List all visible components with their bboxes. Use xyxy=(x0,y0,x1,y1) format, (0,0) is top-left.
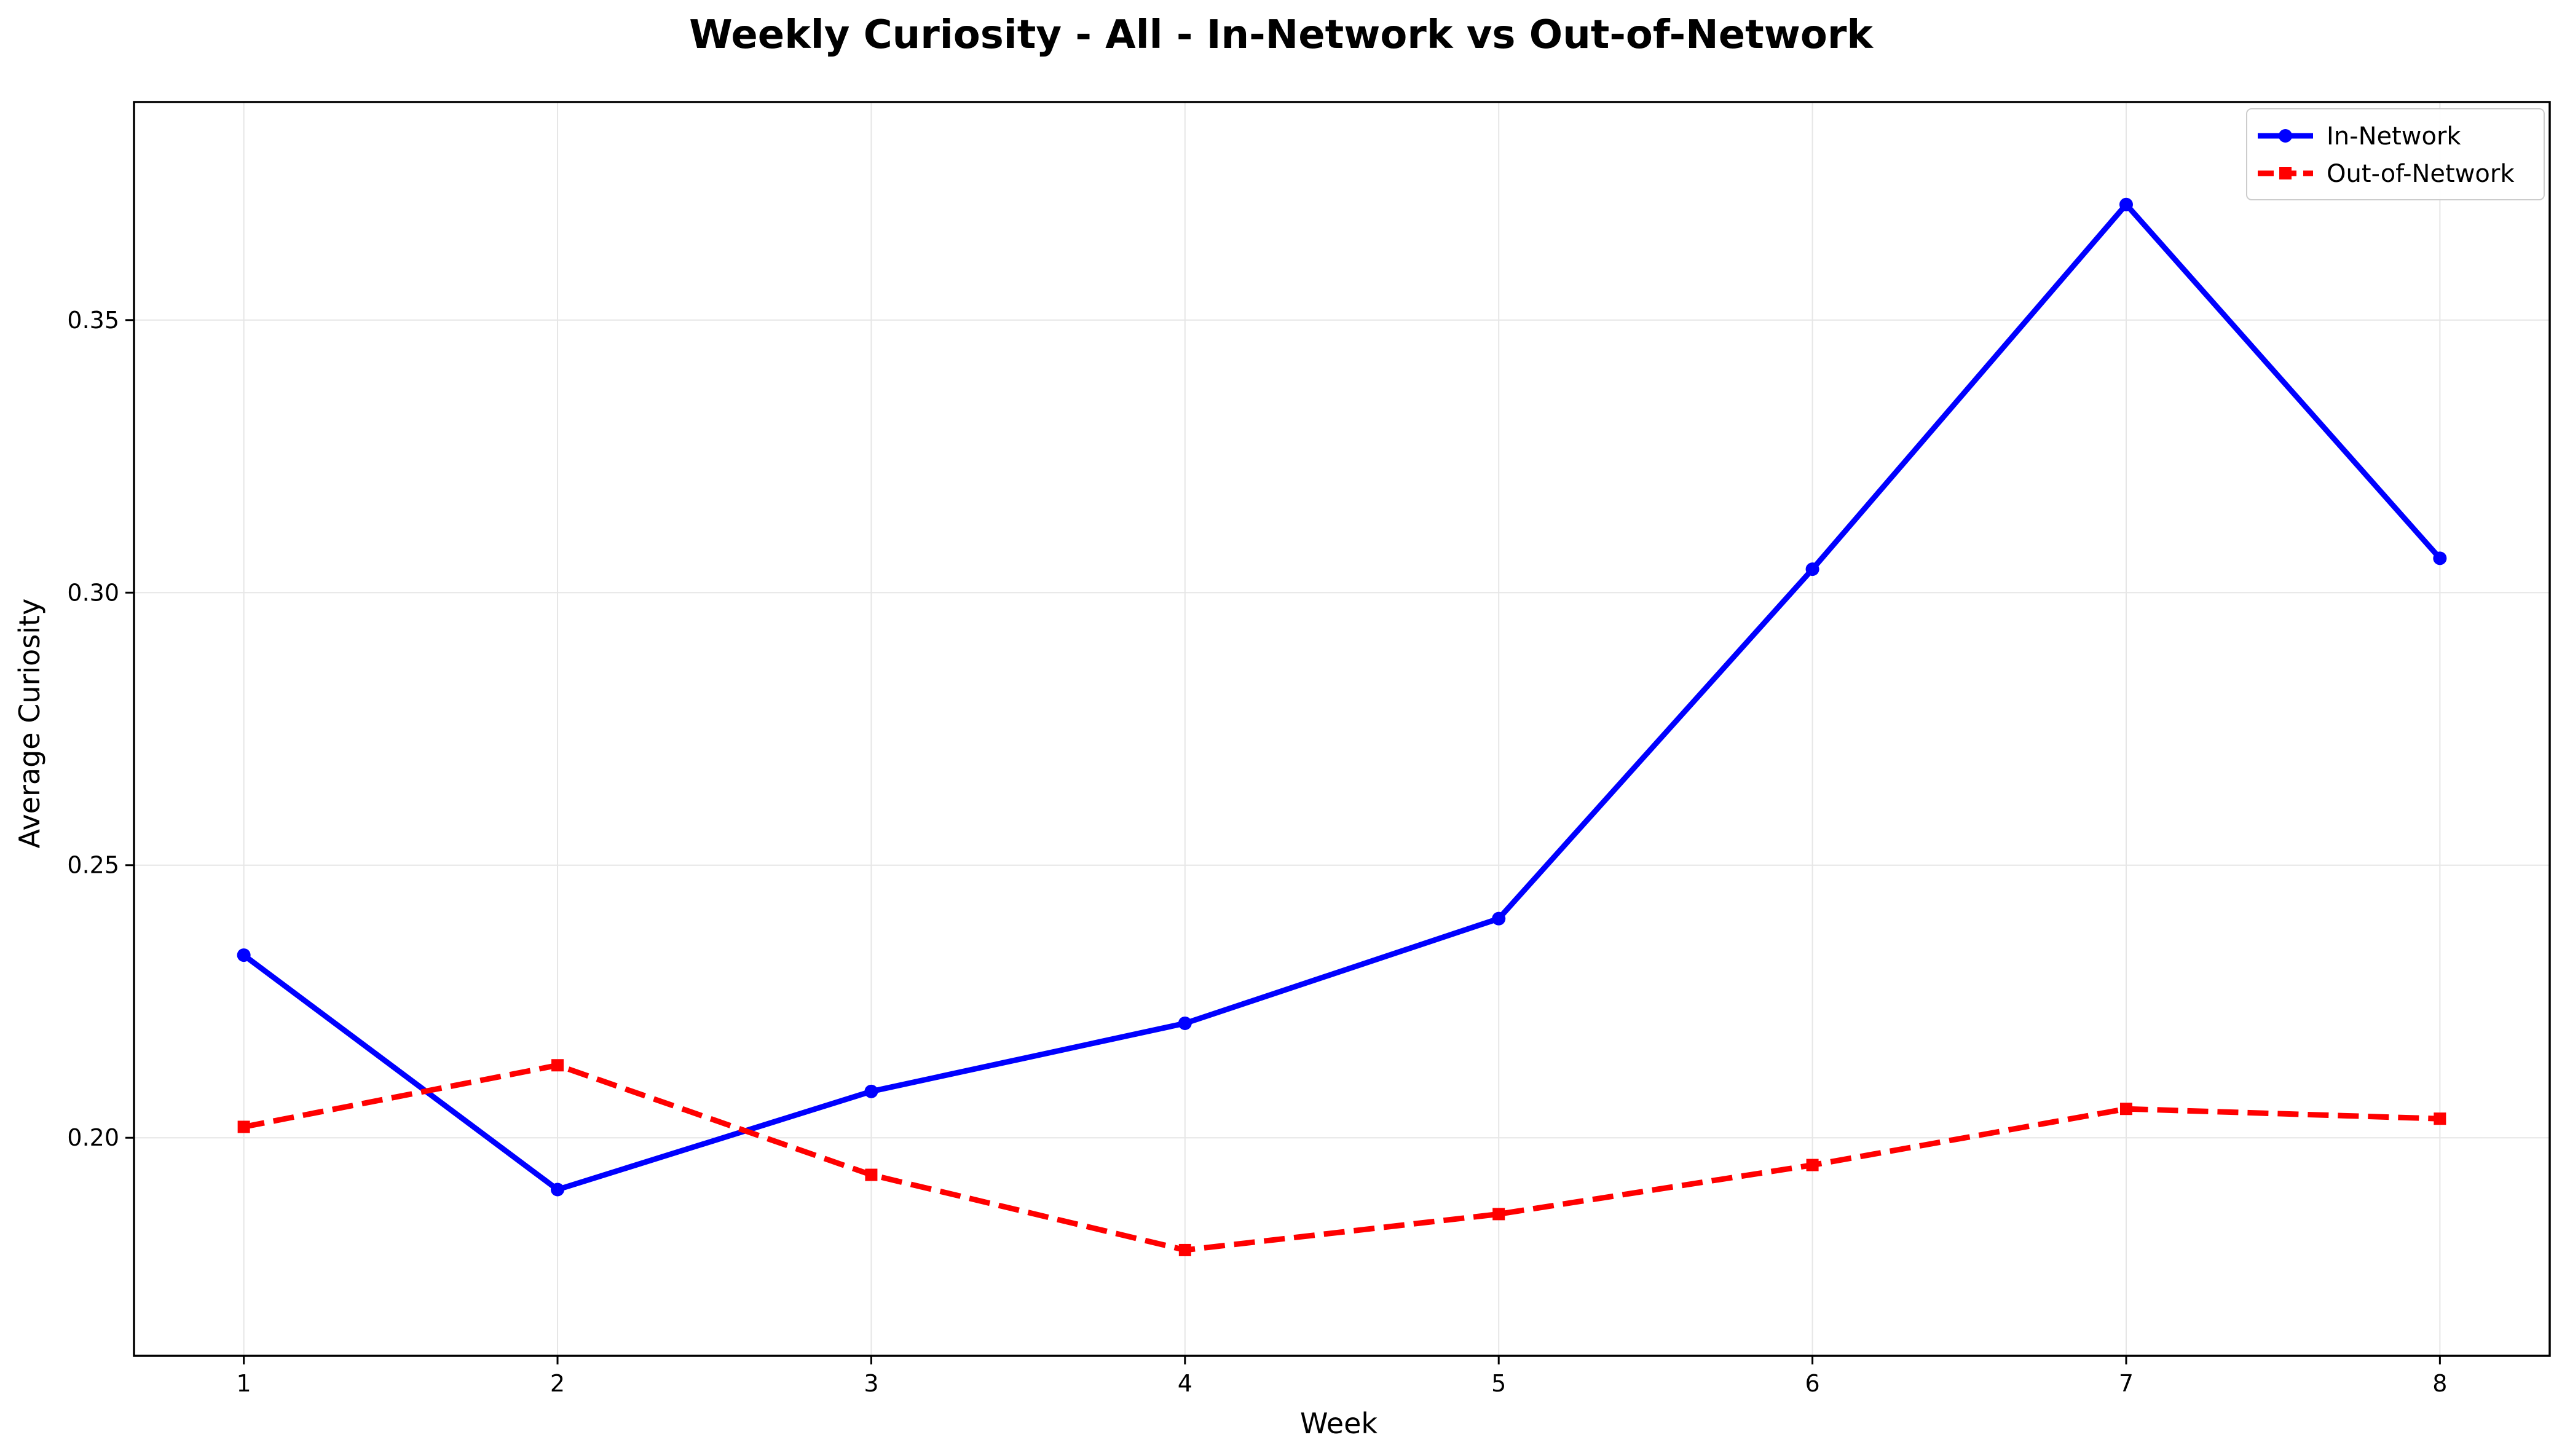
x-tick-label: 5 xyxy=(1491,1370,1506,1397)
data-point-out-of-network xyxy=(1806,1159,1819,1171)
data-point-in-network xyxy=(1178,1016,1192,1030)
y-tick-label: 0.25 xyxy=(67,852,119,879)
x-tick-label: 6 xyxy=(1805,1370,1819,1397)
y-tick-label: 0.30 xyxy=(67,579,119,606)
x-tick-label: 7 xyxy=(2119,1370,2134,1397)
x-tick-label: 4 xyxy=(1178,1370,1192,1397)
data-point-out-of-network xyxy=(2434,1112,2446,1125)
y-tick-label: 0.35 xyxy=(67,307,119,334)
data-point-in-network xyxy=(864,1084,878,1098)
data-point-out-of-network xyxy=(1178,1243,1191,1256)
y-tick-label: 0.20 xyxy=(67,1124,119,1151)
data-point-out-of-network xyxy=(1492,1208,1505,1221)
x-axis-label: Week xyxy=(1300,1407,1378,1440)
data-point-in-network xyxy=(237,948,251,962)
legend-label-out-of-network: Out-of-Network xyxy=(2327,160,2515,188)
legend: In-Network Out-of-Network xyxy=(2246,108,2545,200)
y-axis-label: Average Curiosity xyxy=(13,599,46,849)
data-point-in-network xyxy=(1805,562,1819,576)
data-point-in-network xyxy=(1492,911,1506,926)
x-tick-label: 2 xyxy=(550,1370,565,1397)
series-layer xyxy=(237,197,2447,1256)
data-point-in-network xyxy=(2433,551,2447,565)
data-point-out-of-network xyxy=(865,1168,878,1181)
x-tick-label: 8 xyxy=(2432,1370,2447,1397)
grid-lines xyxy=(134,102,2550,1356)
chart-title: Weekly Curiosity - All - In-Network vs O… xyxy=(689,12,1874,58)
legend-marker-in-network xyxy=(2279,129,2292,143)
data-point-out-of-network xyxy=(2119,1103,2132,1116)
legend-label-in-network: In-Network xyxy=(2327,122,2461,151)
x-tick-label: 3 xyxy=(864,1370,878,1397)
series-line-in-network xyxy=(241,202,2443,1192)
data-point-out-of-network xyxy=(237,1120,250,1133)
series-line-out-of-network xyxy=(243,1062,2440,1253)
legend-marker-out-of-network xyxy=(2279,167,2292,179)
axes: 1 2 3 4 5 6 7 8 0.20 0.25 0.30 0.35 xyxy=(67,307,2447,1397)
x-tick-label: 1 xyxy=(237,1370,251,1397)
data-point-out-of-network xyxy=(551,1059,564,1072)
data-point-in-network xyxy=(551,1183,565,1197)
legend-box xyxy=(2246,108,2545,200)
data-point-in-network xyxy=(2119,197,2133,211)
plot-area-frame xyxy=(133,101,2551,1357)
